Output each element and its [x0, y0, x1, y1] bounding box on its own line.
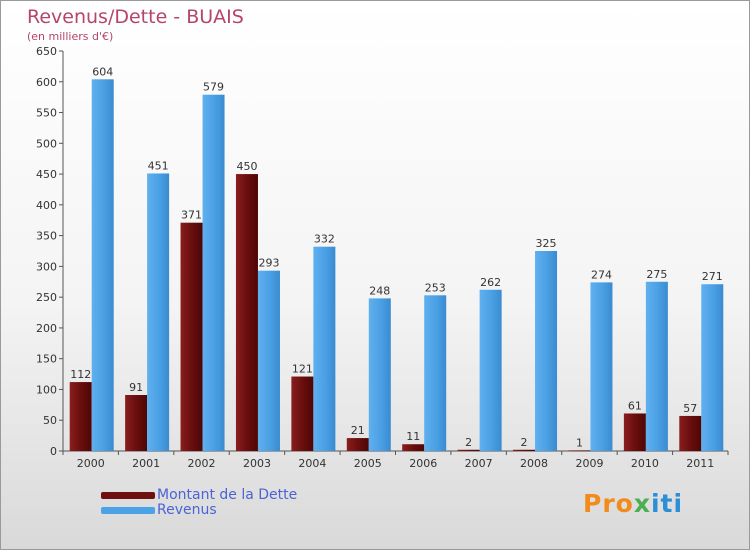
data-label-debt: 371 [181, 209, 202, 222]
bar-debt [346, 438, 369, 451]
y-tick-label: 150 [36, 353, 57, 366]
data-label-revenue: 451 [148, 159, 169, 172]
legend-label-revenue: Revenus [157, 502, 217, 518]
proxiti-logo: Proxiti [583, 489, 684, 518]
bar-revenue [202, 94, 225, 451]
bar-revenue [701, 284, 724, 451]
bar-revenue [91, 79, 114, 452]
y-tick-label: 650 [36, 45, 57, 58]
data-label-revenue: 271 [702, 270, 723, 283]
bar-revenue [147, 173, 170, 451]
data-label-revenue: 248 [369, 284, 390, 297]
bar-debt [69, 382, 92, 451]
data-label-debt: 2 [465, 436, 472, 449]
y-tick-label: 300 [36, 260, 57, 273]
data-label-debt: 1 [576, 436, 583, 449]
y-tick-label: 50 [43, 414, 57, 427]
data-label-revenue: 579 [203, 81, 224, 94]
bar-revenue [313, 246, 336, 451]
bar-debt [235, 174, 258, 452]
data-label-revenue: 274 [591, 268, 612, 281]
data-label-debt: 57 [683, 402, 697, 415]
bar-revenue [535, 251, 558, 451]
bar-revenue [590, 282, 613, 451]
bar-debt [457, 449, 480, 451]
x-tick-label: 2003 [243, 457, 271, 470]
bar-debt [623, 413, 646, 451]
x-tick-label: 2007 [465, 457, 493, 470]
x-tick-label: 2002 [188, 457, 216, 470]
data-label-revenue: 253 [425, 281, 446, 294]
y-tick-label: 500 [36, 137, 57, 150]
data-label-debt: 11 [406, 430, 420, 443]
x-tick-label: 2010 [631, 457, 659, 470]
y-tick-label: 550 [36, 107, 57, 120]
data-label-revenue: 275 [646, 268, 667, 281]
bar-debt [402, 444, 425, 451]
data-label-debt: 2 [521, 436, 528, 449]
legend-swatch-debt [101, 491, 155, 499]
chart-subtitle: (en milliers d'€) [27, 30, 114, 43]
data-label-revenue: 325 [536, 237, 557, 250]
bar-debt [568, 450, 591, 452]
x-tick-label: 2005 [354, 457, 382, 470]
x-tick-label: 2004 [298, 457, 326, 470]
x-tick-label: 2008 [520, 457, 548, 470]
y-tick-label: 200 [36, 322, 57, 335]
y-tick-label: 100 [36, 383, 57, 396]
data-label-debt: 121 [292, 363, 313, 376]
data-label-debt: 21 [351, 424, 365, 437]
y-tick-label: 450 [36, 168, 57, 181]
bar-debt [180, 222, 203, 451]
data-label-revenue: 262 [480, 276, 501, 289]
x-tick-label: 2001 [132, 457, 160, 470]
bar-debt [513, 449, 536, 451]
x-tick-label: 2009 [575, 457, 603, 470]
data-label-revenue: 293 [258, 257, 279, 270]
x-tick-label: 2000 [77, 457, 105, 470]
bar-debt [125, 395, 148, 451]
y-tick-label: 400 [36, 199, 57, 212]
bar-revenue [368, 298, 391, 451]
legend-item-debt: Montant de la Dette [101, 487, 297, 503]
y-tick-label: 350 [36, 230, 57, 243]
bar-revenue [257, 270, 280, 451]
x-tick-label: 2006 [409, 457, 437, 470]
bar-revenue [645, 281, 668, 451]
data-label-revenue: 604 [92, 65, 113, 78]
bar-revenue [479, 289, 502, 451]
data-label-debt: 91 [129, 381, 143, 394]
bar-revenue [424, 295, 447, 451]
x-tick-label: 2011 [686, 457, 714, 470]
bar-debt [679, 415, 702, 451]
legend-swatch-revenue [101, 506, 155, 514]
data-label-debt: 450 [236, 160, 257, 173]
legend-item-revenue: Revenus [101, 502, 217, 518]
legend-label-debt: Montant de la Dette [157, 487, 298, 503]
data-label-debt: 112 [70, 368, 91, 381]
data-label-revenue: 332 [314, 233, 335, 246]
bar-debt [291, 376, 314, 451]
chart-title: Revenus/Dette - BUAIS [27, 6, 244, 28]
y-tick-label: 0 [50, 445, 57, 458]
data-label-debt: 61 [628, 399, 642, 412]
y-tick-label: 600 [36, 76, 57, 89]
y-tick-label: 250 [36, 291, 57, 304]
